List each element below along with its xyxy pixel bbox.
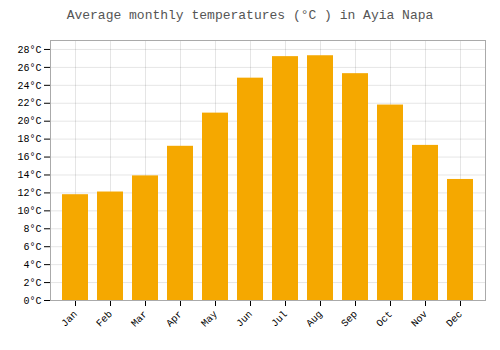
svg-text:Nov: Nov xyxy=(409,309,430,330)
svg-text:2°C: 2°C xyxy=(23,278,41,289)
svg-text:14°C: 14°C xyxy=(17,170,41,181)
svg-text:Oct: Oct xyxy=(374,309,395,330)
svg-text:Jan: Jan xyxy=(59,309,80,330)
svg-text:May: May xyxy=(199,309,220,330)
svg-text:Feb: Feb xyxy=(94,309,115,330)
svg-text:Aug: Aug xyxy=(304,309,325,330)
svg-text:28°C: 28°C xyxy=(17,45,41,56)
svg-text:20°C: 20°C xyxy=(17,116,41,127)
svg-text:10°C: 10°C xyxy=(17,206,41,217)
svg-text:26°C: 26°C xyxy=(17,63,41,74)
svg-text:0°C: 0°C xyxy=(23,296,41,307)
svg-text:Sep: Sep xyxy=(339,309,360,330)
svg-text:16°C: 16°C xyxy=(17,152,41,163)
svg-text:Apr: Apr xyxy=(164,309,185,330)
html-text:Average monthly temperatures (: Average monthly temperatures (°C ) in Ay… xyxy=(66,8,434,23)
svg-text:6°C: 6°C xyxy=(23,242,41,253)
svg-text:Dec: Dec xyxy=(444,309,465,330)
svg-text:22°C: 22°C xyxy=(17,98,41,109)
svg-text:8°C: 8°C xyxy=(23,224,41,235)
svg-text:4°C: 4°C xyxy=(23,260,41,271)
svg-text:Jun: Jun xyxy=(234,309,255,330)
svg-text:18°C: 18°C xyxy=(17,134,41,145)
svg-text:24°C: 24°C xyxy=(17,81,41,92)
svg-text:Jul: Jul xyxy=(269,309,290,330)
svg-text:12°C: 12°C xyxy=(17,188,41,199)
svg-text:Mar: Mar xyxy=(129,309,150,330)
